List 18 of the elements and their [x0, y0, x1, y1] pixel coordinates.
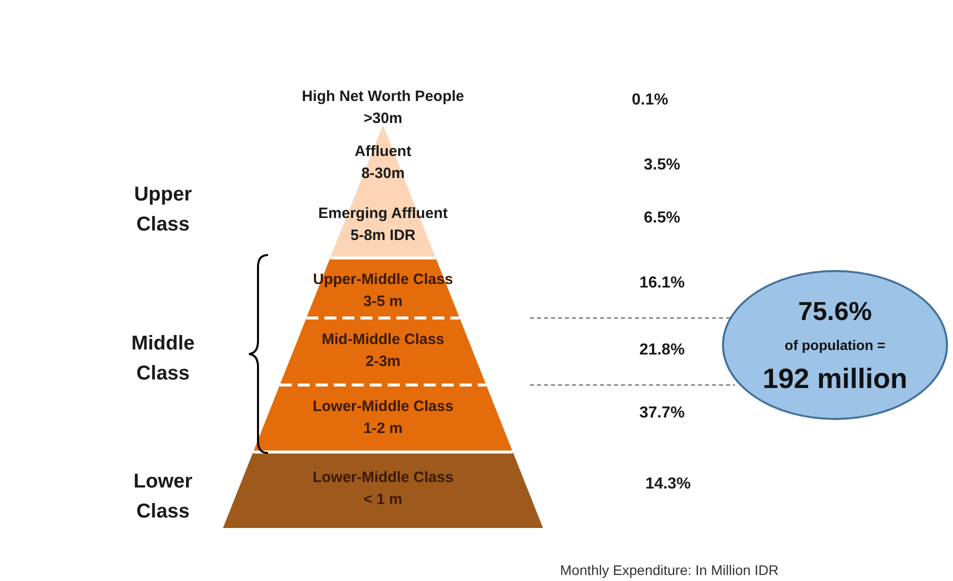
category-label: Mid-Middle Class 2-3m — [322, 331, 444, 370]
data-label: 16.1% — [639, 274, 685, 292]
text: Monthly Expenditure: In Million IDR — [560, 562, 779, 578]
data-label: 21.8% — [639, 341, 685, 358]
data-label: 3.5% — [644, 156, 680, 174]
category-label: Lower-Middle Class 1-2 m — [312, 398, 454, 438]
data-label: 14.3% — [645, 475, 691, 492]
category-label: High Net Worth People >30m — [302, 88, 464, 128]
data-label: 37.7% — [639, 404, 685, 422]
ellipse-callout: 75.6% of population = 192 million — [722, 270, 948, 420]
text: Middle Class — [131, 332, 195, 385]
category-label: Emerging Affluent 5-8m IDR — [318, 205, 448, 244]
text: Upper Class — [134, 184, 192, 236]
category-label: Affluent 8-30m — [354, 143, 412, 182]
data-label: 6.5% — [644, 209, 680, 226]
category-label: Lower-Middle Class < 1 m — [312, 469, 454, 508]
text: Lower Class — [134, 470, 193, 523]
data-label: 0.1% — [632, 91, 668, 108]
